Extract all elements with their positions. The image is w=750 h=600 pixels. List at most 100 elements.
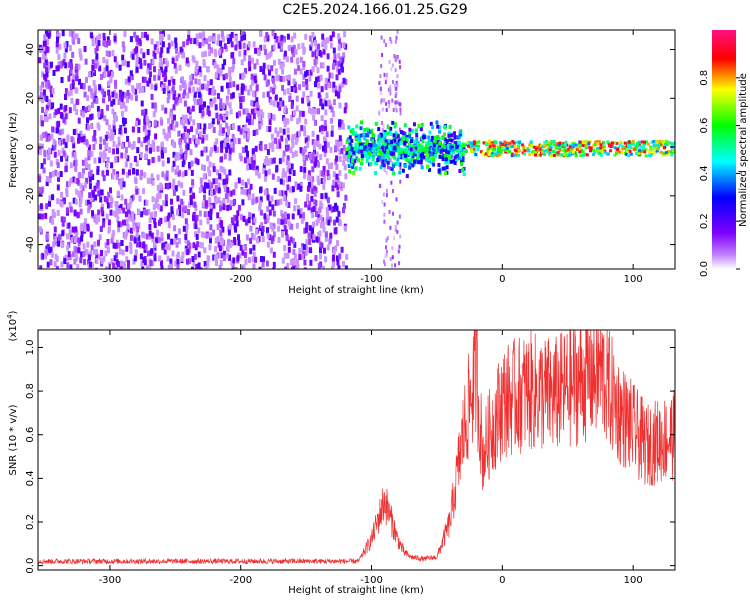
heatmap-cell	[78, 48, 82, 55]
heatmap-cell	[252, 234, 256, 241]
heatmap-cell	[77, 137, 80, 144]
heatmap-cell	[442, 166, 445, 171]
heatmap-cell	[106, 157, 110, 163]
heatmap-cell	[314, 81, 317, 88]
heatmap-cell	[294, 198, 298, 205]
heatmap-cell	[247, 112, 251, 119]
heatmap-cell	[150, 173, 154, 180]
heatmap-cell	[422, 135, 426, 140]
heatmap-cell	[203, 123, 207, 130]
heatmap-cell	[309, 153, 313, 160]
heatmap-cell	[184, 237, 188, 244]
heatmap-cell	[205, 134, 209, 141]
heatmap-cell	[311, 32, 315, 38]
heatmap-cell	[490, 151, 494, 155]
heatmap-cell	[201, 137, 205, 144]
heatmap-cell	[41, 106, 44, 113]
heatmap-cell	[226, 239, 230, 246]
heatmap-cell	[53, 226, 57, 233]
heatmap-cell	[386, 160, 390, 165]
heatmap-cell	[396, 74, 399, 79]
heatmap-cell	[263, 36, 267, 43]
heatmap-cell	[344, 102, 348, 109]
heatmap-cell	[217, 197, 221, 203]
heatmap-cell	[85, 162, 89, 169]
heatmap-cell	[317, 43, 321, 50]
heatmap-cell	[395, 197, 398, 202]
heatmap-cell	[305, 221, 309, 228]
heatmap-cell	[336, 141, 340, 148]
heatmap-cell	[567, 147, 571, 151]
heatmap-cell	[293, 205, 297, 212]
heatmap-cell	[290, 163, 294, 170]
heatmap-cell	[429, 142, 433, 147]
heatmap-cell	[223, 137, 227, 144]
heatmap-cell	[246, 150, 249, 157]
heatmap-cell	[278, 190, 282, 197]
heatmap-cell	[174, 67, 178, 74]
heatmap-cell	[203, 194, 206, 201]
heatmap-cell	[236, 84, 240, 91]
heatmap-cell	[98, 84, 102, 91]
heatmap-cell	[225, 178, 229, 185]
colorbar-ticks: 0.00.20.40.60.8	[699, 70, 740, 277]
heatmap-cell	[293, 241, 297, 248]
heatmap-cell	[103, 115, 107, 122]
heatmap-cell	[64, 62, 68, 69]
heatmap-cell	[133, 156, 137, 162]
heatmap-cell	[327, 163, 331, 170]
heatmap-cell	[332, 81, 336, 88]
heatmap-cell	[63, 52, 67, 59]
heatmap-cell	[244, 182, 248, 189]
heatmap-cell	[247, 89, 251, 96]
heatmap-cell	[51, 194, 55, 201]
heatmap-cell	[290, 86, 294, 92]
heatmap-cell	[177, 93, 181, 100]
heatmap-cell	[453, 158, 457, 163]
heatmap-cell	[156, 229, 160, 236]
heatmap-cell	[56, 162, 60, 169]
heatmap-cell	[232, 123, 235, 130]
heatmap-cell	[287, 220, 291, 227]
heatmap-cell	[253, 91, 257, 98]
heatmap-cell	[564, 152, 567, 156]
heatmap-cell	[103, 91, 106, 98]
heatmap-cell	[120, 110, 124, 117]
heatmap-cell	[241, 179, 245, 186]
heatmap-cell	[243, 132, 246, 139]
heatmap-cell	[200, 242, 204, 249]
heatmap-cell	[342, 144, 346, 151]
heatmap-cell	[81, 172, 85, 179]
heatmap-cell	[298, 254, 302, 261]
heatmap-cell	[252, 130, 256, 136]
heatmap-cell	[552, 153, 556, 157]
heatmap-cell	[386, 236, 389, 241]
heatmap-cell	[122, 120, 126, 127]
heatmap-cell	[106, 202, 110, 209]
heatmap-cell	[382, 137, 386, 142]
heatmap-cell	[286, 213, 290, 220]
heatmap-cell	[59, 61, 63, 67]
heatmap-cell	[399, 179, 402, 184]
heatmap-cell	[102, 221, 105, 228]
heatmap-cell	[161, 152, 165, 159]
heatmap-cell	[457, 156, 461, 161]
heatmap-cell	[416, 148, 420, 153]
heatmap-cell	[226, 34, 230, 41]
heatmap-cell	[302, 81, 305, 88]
heatmap-cell	[225, 122, 229, 129]
heatmap-cell	[239, 96, 242, 103]
heatmap-cell	[156, 47, 160, 54]
heatmap-cell	[171, 118, 175, 125]
heatmap-cell	[260, 256, 263, 262]
heatmap-cell	[479, 150, 483, 154]
heatmap-cell	[232, 200, 236, 207]
heatmap-cell	[320, 86, 324, 93]
heatmap-cell	[283, 252, 287, 259]
heatmap-cell	[574, 143, 578, 147]
heatmap-cell	[379, 139, 383, 144]
heatmap-cell	[255, 97, 259, 104]
heatmap-cell	[351, 161, 355, 166]
heatmap-cell	[69, 264, 73, 269]
heatmap-cell	[665, 151, 668, 155]
